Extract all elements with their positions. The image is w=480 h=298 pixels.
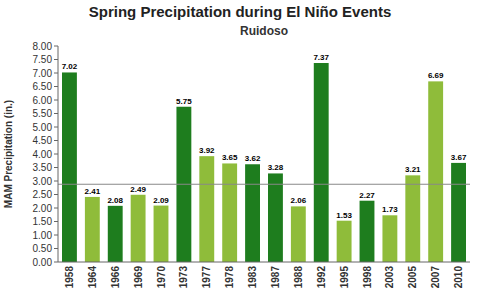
data-label: 3.62 xyxy=(245,154,261,163)
data-label: 6.69 xyxy=(428,71,444,80)
x-axis: 1958 1964 1966 1969 1970 1973 1977 1978 1983 1987… xyxy=(64,266,464,289)
subtitle: Ruidoso xyxy=(240,24,288,38)
data-label: 2.49 xyxy=(130,185,146,194)
data-label: 3.28 xyxy=(268,163,284,172)
data-label: 1.73 xyxy=(382,205,398,214)
y-tick xyxy=(54,86,58,87)
bar xyxy=(154,206,169,262)
y-tick-label: 0.50 xyxy=(33,243,53,254)
x-tick-label: 1995 xyxy=(339,266,350,289)
data-label: 7.37 xyxy=(313,53,329,62)
x-tick-label: 1983 xyxy=(247,266,258,289)
y-tick xyxy=(54,181,58,182)
x-tick-label: 1973 xyxy=(178,266,189,289)
y-tick xyxy=(54,167,58,168)
bar xyxy=(291,206,306,262)
bar xyxy=(108,206,123,262)
x-tick-label: 1987 xyxy=(270,266,281,289)
bar xyxy=(405,175,420,262)
y-tick xyxy=(54,113,58,114)
y-tick xyxy=(54,59,58,60)
data-label: 2.06 xyxy=(291,196,307,205)
bar xyxy=(245,164,260,262)
y-tick xyxy=(54,248,58,249)
y-tick-label: 7.50 xyxy=(33,54,53,65)
bar xyxy=(314,63,329,262)
x-tick-label: 1992 xyxy=(316,266,327,289)
data-labels: 7.02 2.41 2.08 2.49 2.09 5.75 3.92 3.65 3.62 3.28… xyxy=(62,53,467,220)
y-tick xyxy=(54,46,58,47)
y-axis-label: MAM Precipitation (in.) xyxy=(3,100,14,208)
chart: Spring Precipitation during El Niño Even… xyxy=(0,0,480,298)
y-tick-label: 7.00 xyxy=(33,68,53,79)
x-tick-label: 2007 xyxy=(430,266,441,289)
data-label: 2.27 xyxy=(359,191,375,200)
x-tick-label: 1964 xyxy=(87,266,98,289)
x-tick-label: 1970 xyxy=(156,266,167,289)
x-tick-label: 1969 xyxy=(133,266,144,289)
title: Spring Precipitation during El Niño Even… xyxy=(89,3,392,20)
bar xyxy=(382,215,397,262)
reference-line xyxy=(58,184,470,185)
y-tick-label: 5.50 xyxy=(33,108,53,119)
bar xyxy=(451,163,466,262)
x-tick-label: 1978 xyxy=(224,266,235,289)
y-tick-label: 6.50 xyxy=(33,81,53,92)
y-tick xyxy=(54,208,58,209)
plot-area xyxy=(58,63,470,262)
y-tick xyxy=(54,127,58,128)
data-label: 3.92 xyxy=(199,146,215,155)
x-axis-line xyxy=(58,262,470,263)
x-tick-label: 1958 xyxy=(64,266,75,289)
data-label: 7.02 xyxy=(62,62,78,71)
bar xyxy=(85,197,100,262)
data-label: 1.53 xyxy=(336,211,352,220)
y-tick xyxy=(54,140,58,141)
bar xyxy=(337,221,352,262)
y-tick xyxy=(54,194,58,195)
data-label: 3.67 xyxy=(451,153,467,162)
y-axis: 0.00 0.50 1.00 1.50 2.00 2.50 3.00 3.50 4.00 4.50… xyxy=(33,41,58,268)
y-tick-label: 2.00 xyxy=(33,203,53,214)
y-tick-label: 3.50 xyxy=(33,162,53,173)
y-tick-label: 5.00 xyxy=(33,122,53,133)
y-tick xyxy=(54,235,58,236)
data-label: 2.08 xyxy=(107,196,123,205)
y-tick-label: 8.00 xyxy=(33,41,53,52)
y-tick xyxy=(54,100,58,101)
x-tick-label: 2005 xyxy=(407,266,418,289)
x-tick-label: 1977 xyxy=(201,266,212,289)
y-tick-label: 1.00 xyxy=(33,230,53,241)
x-tick-label: 1998 xyxy=(362,266,373,289)
data-label: 3.21 xyxy=(405,165,421,174)
data-label: 3.65 xyxy=(222,153,238,162)
bar xyxy=(360,201,375,262)
y-tick xyxy=(54,73,58,74)
bar xyxy=(62,72,77,262)
y-tick-label: 0.00 xyxy=(33,257,53,268)
y-axis-line xyxy=(58,46,59,262)
data-label: 5.75 xyxy=(176,97,192,106)
bar xyxy=(428,81,443,262)
y-tick-label: 3.00 xyxy=(33,176,53,187)
bar xyxy=(199,156,214,262)
y-tick xyxy=(54,221,58,222)
y-tick xyxy=(54,262,58,263)
bar xyxy=(131,195,146,262)
y-tick-label: 1.50 xyxy=(33,216,53,227)
y-tick xyxy=(54,154,58,155)
bar xyxy=(222,163,237,262)
y-tick-label: 4.50 xyxy=(33,135,53,146)
bar xyxy=(268,173,283,262)
x-tick-label: 2010 xyxy=(453,266,464,289)
x-tick-label: 1988 xyxy=(293,266,304,289)
y-tick-label: 6.00 xyxy=(33,95,53,106)
x-tick-label: 1966 xyxy=(110,266,121,289)
data-label: 2.09 xyxy=(153,196,169,205)
x-tick-label: 2003 xyxy=(384,266,395,289)
data-label: 2.41 xyxy=(85,187,101,196)
y-tick-label: 4.00 xyxy=(33,149,53,160)
y-tick-label: 2.50 xyxy=(33,189,53,200)
